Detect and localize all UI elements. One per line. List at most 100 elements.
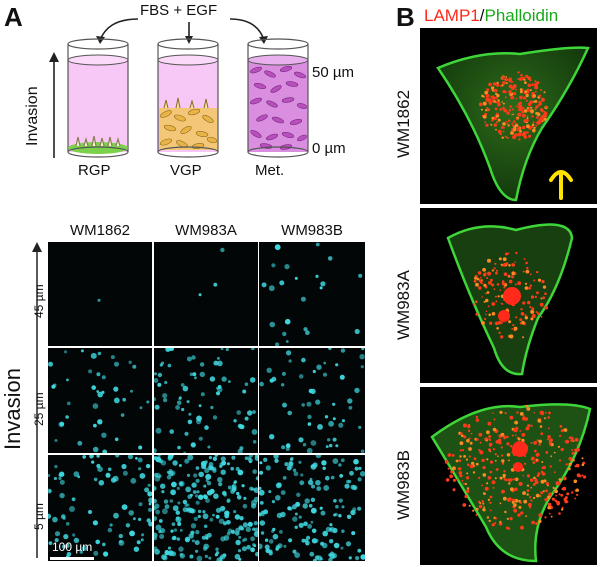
lamp1-punctum xyxy=(521,320,525,324)
cell-dot xyxy=(298,515,302,519)
cell-dot xyxy=(115,455,120,458)
treatment-arrows xyxy=(96,18,268,44)
lamp1-punctum xyxy=(519,127,522,130)
cell-dot xyxy=(346,514,352,519)
cell-dot xyxy=(255,476,258,481)
cell-dot xyxy=(279,530,283,534)
lamp1-punctum xyxy=(526,489,530,492)
cell-dot xyxy=(161,490,165,494)
cell-dot xyxy=(101,375,106,380)
lamp1-punctum xyxy=(452,488,456,492)
lamp1-punctum xyxy=(544,292,547,295)
cell-dot xyxy=(226,462,230,466)
cell-dot xyxy=(309,551,315,557)
cell-dot xyxy=(319,286,323,290)
lamp1-punctum xyxy=(522,491,526,495)
cell-dot xyxy=(66,378,69,382)
cell-dot xyxy=(148,502,152,506)
lamp1-punctum xyxy=(524,314,527,317)
cell-dot xyxy=(226,520,231,525)
cell-dot xyxy=(194,540,200,546)
cell-dot xyxy=(306,447,313,453)
lamp1-punctum xyxy=(512,128,517,132)
cell-dot xyxy=(320,281,326,287)
cell-dot xyxy=(59,471,65,477)
cell-dot xyxy=(263,457,268,462)
lamp1-punctum xyxy=(548,492,552,497)
lamp1-punctum xyxy=(488,448,491,452)
cell-dot xyxy=(48,361,53,367)
lamp1-punctum xyxy=(450,470,454,474)
cell-dot xyxy=(281,445,286,450)
cell-dot xyxy=(226,498,231,503)
lamp1-punctum xyxy=(510,113,513,116)
cell-dot xyxy=(328,348,332,350)
cell-dot xyxy=(133,517,136,521)
lamp1-punctum xyxy=(487,258,491,263)
cell-dot xyxy=(225,348,229,352)
cell-dot xyxy=(155,427,162,434)
cell-dot xyxy=(259,470,264,475)
cell-dot xyxy=(220,505,226,511)
lamp1-punctum xyxy=(487,421,492,426)
lamp1-punctum xyxy=(531,314,536,318)
lamp1-punctum xyxy=(480,108,483,111)
lamp1-punctum xyxy=(549,465,552,468)
lamp1-punctum xyxy=(506,122,509,125)
lamp1-punctum xyxy=(550,442,554,447)
cell-dot xyxy=(54,538,59,543)
cell-dot xyxy=(242,503,248,509)
lamp1-punctum xyxy=(521,110,525,114)
lamp1-punctum xyxy=(532,482,536,486)
cell-dot xyxy=(154,378,159,383)
cell-dot xyxy=(139,473,146,479)
lamp1-punctum xyxy=(553,451,556,454)
cell-dot xyxy=(148,497,152,504)
lamp1-punctum xyxy=(575,488,579,492)
depth-bottom-label: 0 µm xyxy=(312,140,346,157)
lamp1-punctum xyxy=(527,76,531,80)
lamp1-punctum xyxy=(481,459,484,462)
lamp1-punctum xyxy=(532,128,536,133)
lamp1-punctum xyxy=(503,286,506,289)
panel-b-letter: B xyxy=(396,2,415,32)
cell-dot xyxy=(265,465,271,471)
lamp1-punctum xyxy=(480,276,482,279)
lamp1-punctum xyxy=(513,120,516,123)
depth-top-label: 50 µm xyxy=(312,64,354,81)
lamp1-punctum xyxy=(518,107,522,112)
lamp1-punctum xyxy=(468,455,471,458)
cell-dot xyxy=(208,456,212,460)
cell-dot xyxy=(240,526,245,531)
cell-dot xyxy=(238,535,242,539)
lamp1-punctum xyxy=(542,296,546,300)
lamp1-punctum xyxy=(520,108,523,111)
micrograph-cell xyxy=(154,242,258,346)
cell-dot xyxy=(93,477,98,482)
lamp1-punctum xyxy=(566,492,570,496)
lamp1-punctum xyxy=(510,80,514,84)
lamp1-punctum xyxy=(502,102,505,105)
lamp1-punctum xyxy=(549,438,553,442)
lamp1-punctum xyxy=(501,76,505,80)
lamp1-punctum xyxy=(520,74,523,77)
lamp1-punctum xyxy=(540,89,542,92)
lamp1-punctum xyxy=(526,117,529,119)
cell-dot xyxy=(248,457,253,463)
lamp1-punctum xyxy=(489,495,493,499)
cell-dot xyxy=(175,405,180,410)
cell-dot xyxy=(298,437,304,443)
lamp1-punctum xyxy=(526,124,530,129)
cell-dot xyxy=(186,508,190,512)
lamp1-punctum xyxy=(484,90,489,95)
lamp1-punctum xyxy=(504,91,507,94)
cell-dot xyxy=(222,521,228,526)
lamp1-punctum xyxy=(540,479,545,484)
lamp1-punctum xyxy=(548,427,550,430)
cell-dot xyxy=(63,534,69,540)
cell-dot xyxy=(184,536,191,542)
cell-dot xyxy=(329,527,333,531)
lamp1-punctum xyxy=(516,105,518,108)
cell-dot xyxy=(314,555,320,560)
cell-dot xyxy=(310,507,317,514)
